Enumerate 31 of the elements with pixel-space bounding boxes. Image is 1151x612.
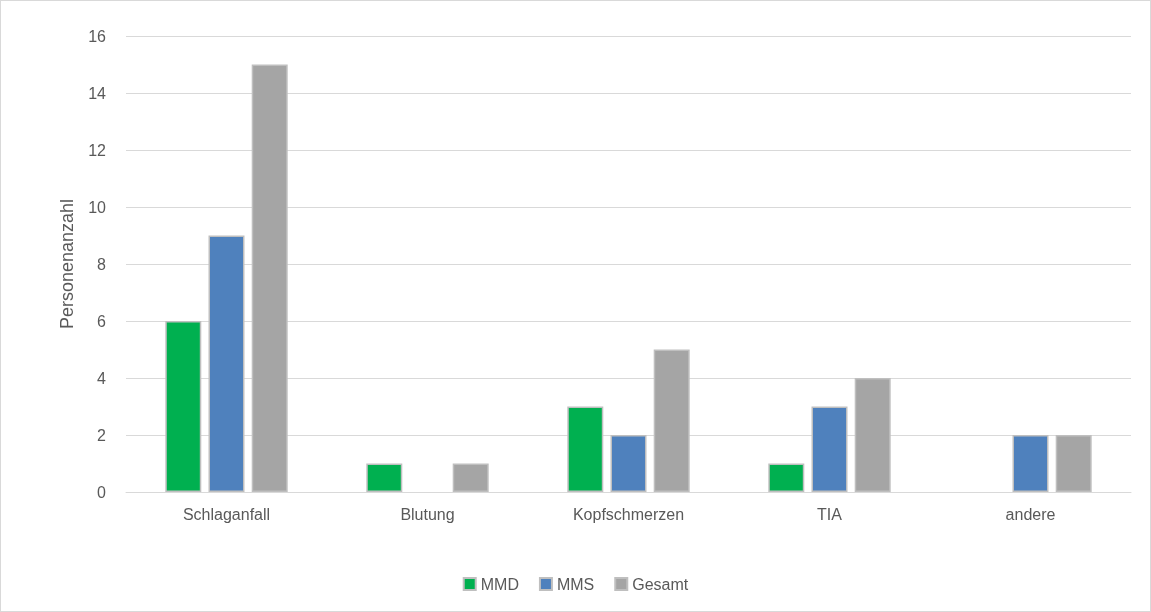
bar <box>854 378 891 492</box>
y-tick-label: 4 <box>97 369 107 387</box>
bar <box>251 64 288 492</box>
bar <box>366 463 403 492</box>
legend-label: MMD <box>480 575 519 593</box>
legend-label: MMS <box>556 575 595 593</box>
x-tick-label: Schlaganfall <box>182 505 271 523</box>
y-axis-title: Personenanzahl <box>57 198 77 330</box>
y-tick-label: 10 <box>88 198 107 216</box>
y-tick-label: 6 <box>97 312 107 330</box>
x-tick-label: andere <box>1005 505 1056 523</box>
x-tick-label: Kopfschmerzen <box>572 505 685 523</box>
bar <box>1055 435 1092 492</box>
y-tick-label: 0 <box>97 483 107 501</box>
y-tick-label: 2 <box>97 426 107 444</box>
y-tick-label: 14 <box>88 84 107 102</box>
x-tick-label: TIA <box>817 505 843 523</box>
y-tick-label: 8 <box>97 255 107 273</box>
bar <box>1012 435 1049 492</box>
bar <box>567 406 604 492</box>
legend-label: Gesamt <box>632 575 689 593</box>
bar <box>811 406 848 492</box>
bar <box>610 435 647 492</box>
bar <box>165 321 202 492</box>
x-tick-label: Blutung <box>400 505 455 523</box>
y-tick-label: 12 <box>88 141 107 159</box>
bar <box>452 463 489 492</box>
y-tick-label: 16 <box>88 27 107 45</box>
bar <box>653 349 690 492</box>
bar <box>768 463 805 492</box>
bar <box>208 235 245 492</box>
